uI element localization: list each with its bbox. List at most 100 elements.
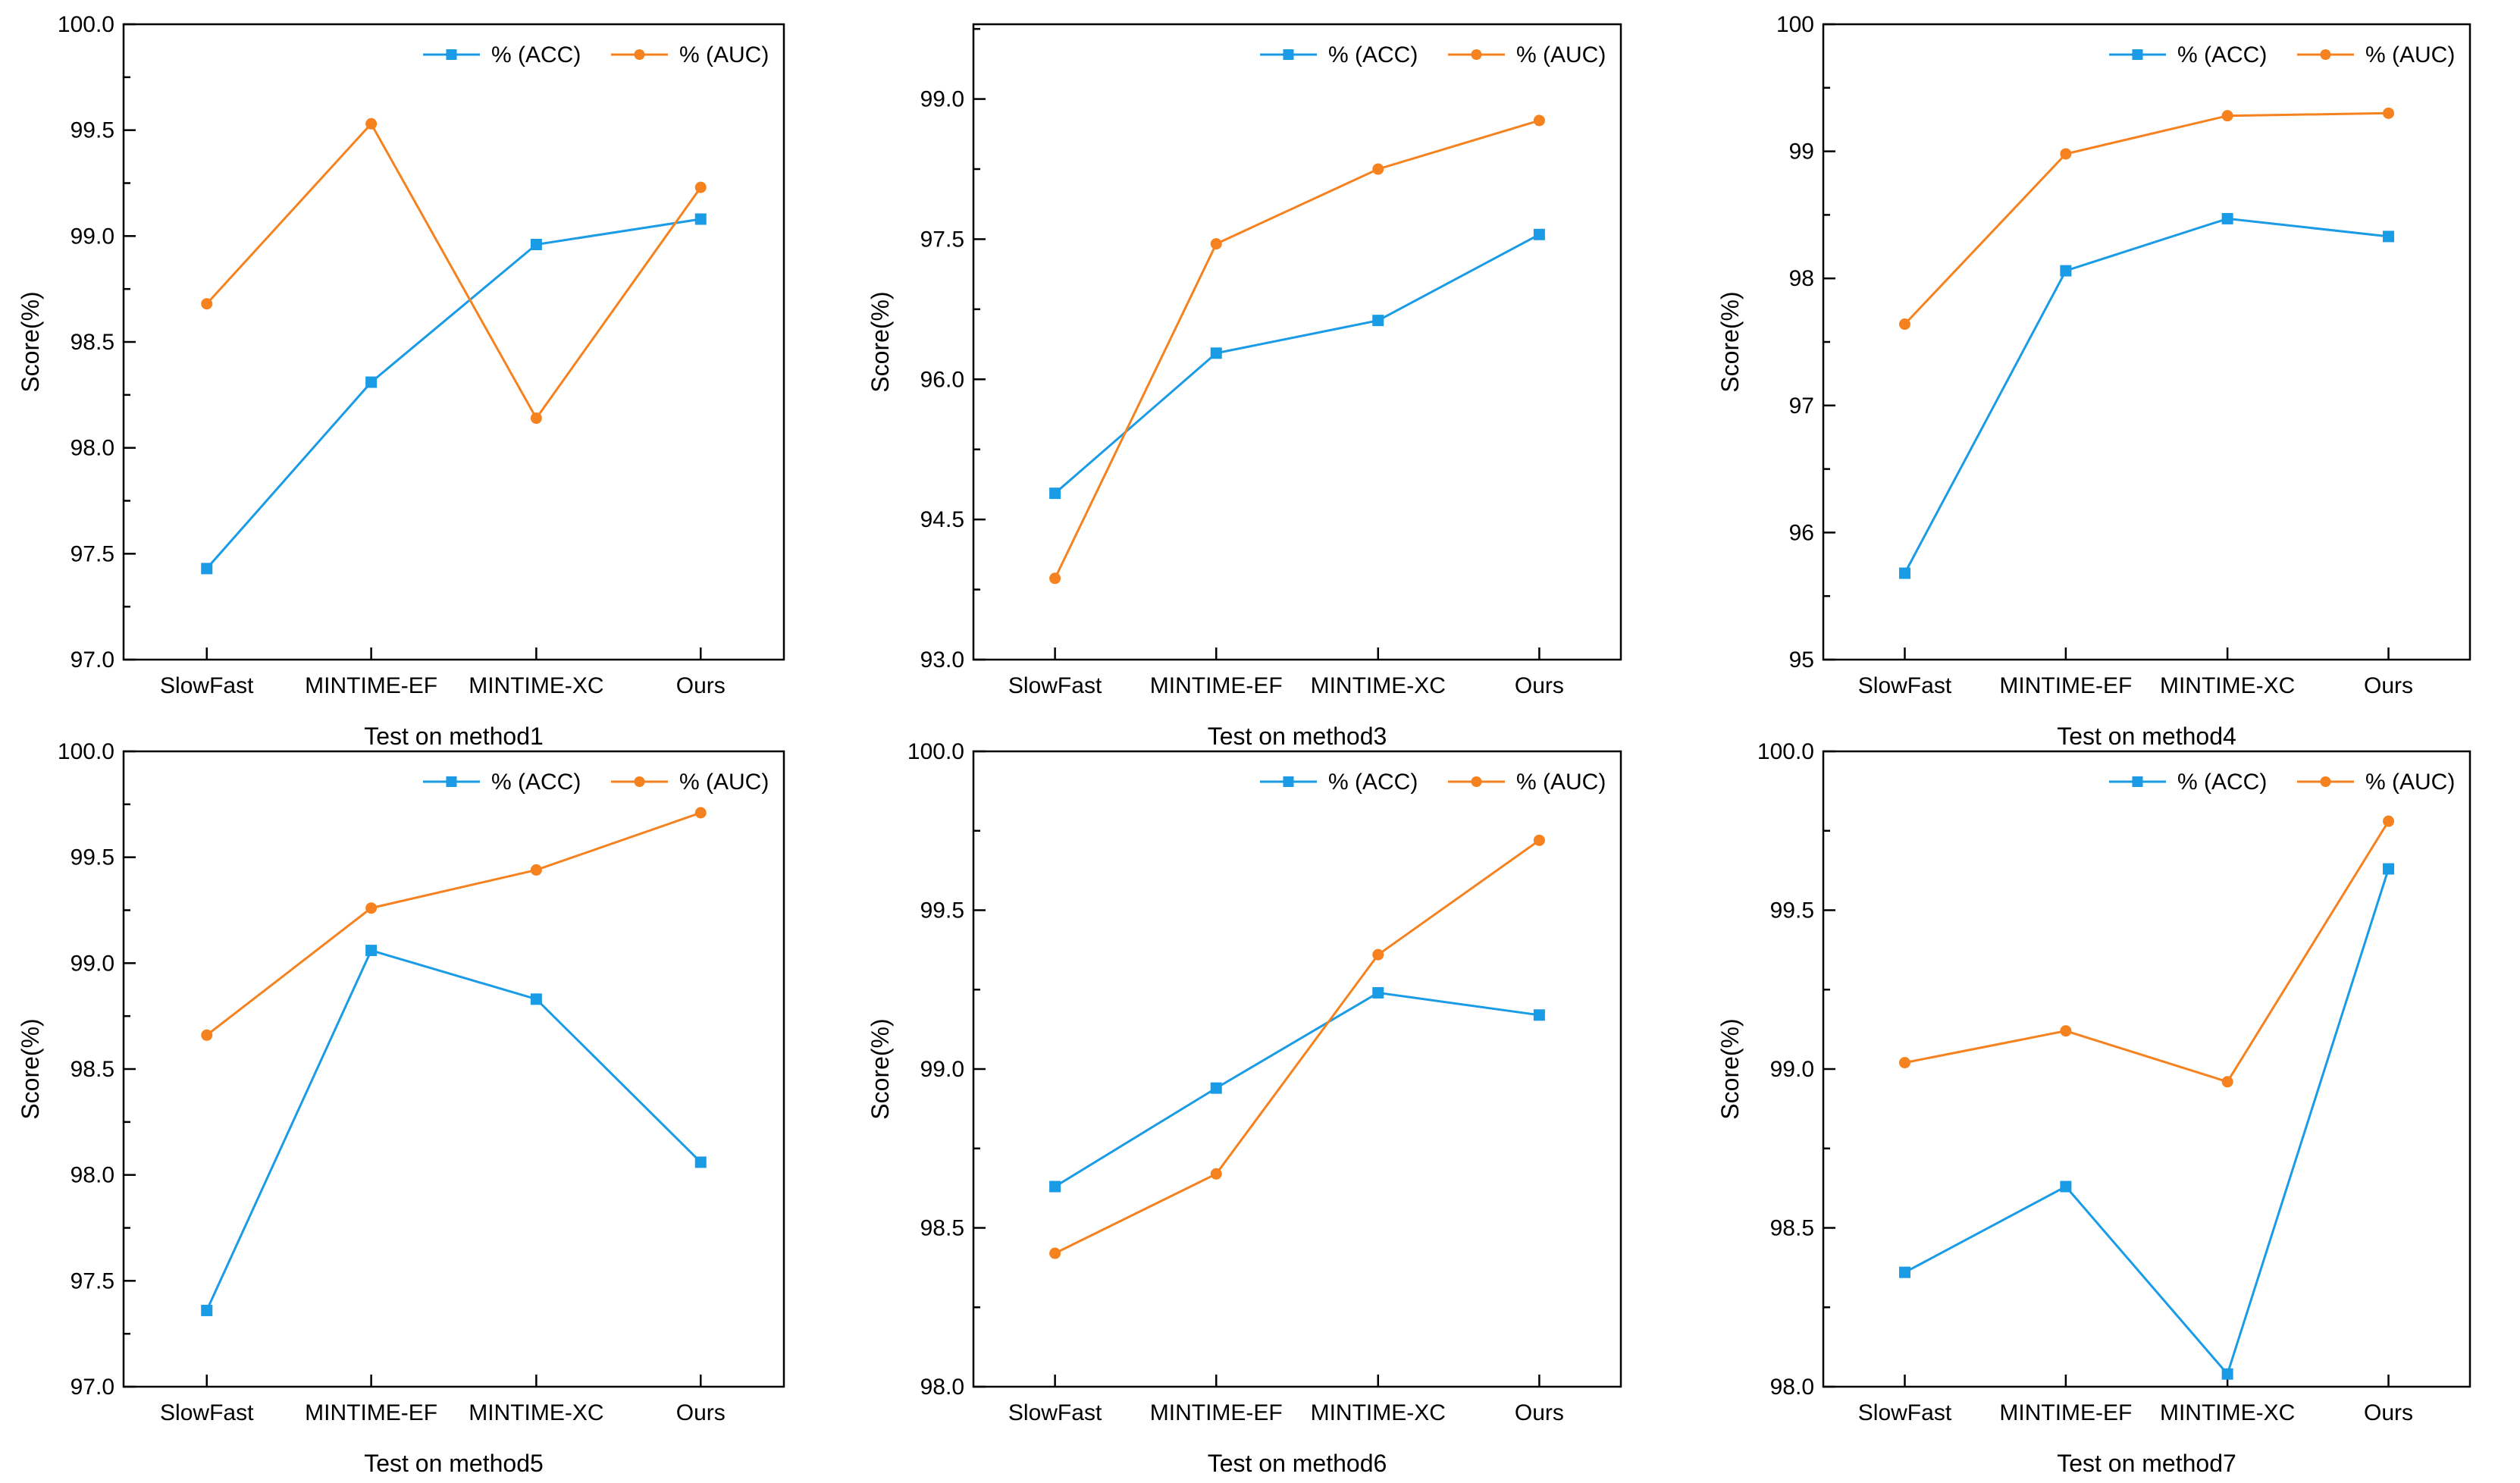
x-tick-label: MINTIME-EF [1150,673,1283,698]
x-tick-label: MINTIME-XC [1311,673,1446,698]
legend: % (ACC) % (AUC) [423,42,769,67]
data-point-auc-mintime-xc [530,864,542,876]
data-point-acc-slowfast [201,1304,213,1316]
data-point-auc-mintime-ef [1210,238,1222,250]
data-point-auc-mintime-ef [365,118,378,130]
y-tick-label: 100.0 [58,739,114,764]
chart-panel-5: 98.0 98.5 99.0 99.5 100.0 SlowFast MINTIME-EF M… [867,739,1622,1477]
legend-marker-acc [2132,49,2143,60]
chart-panel-2: 93.0 94.5 96.0 97.5 99.0 SlowFast MINTIME-EF MI… [867,23,1622,750]
y-tick-label: 98.5 [71,330,114,355]
y-tick-label: 93.0 [920,647,964,673]
legend-marker-acc [2132,776,2143,787]
legend-label-auc: % (AUC) [2365,42,2455,67]
x-axis-label: Test on method7 [2057,1450,2236,1477]
x-tick-label: Ours [2364,673,2413,698]
chart-panel-1: 97.0 97.5 98.0 98.5 99.0 99.5 100.0 SlowFast MIN… [17,12,785,750]
series-line-auc [1054,119,1540,579]
data-point-auc-slowfast [1049,1247,1061,1259]
x-tick-label: SlowFast [160,1400,254,1425]
y-tick-label: 97.5 [920,227,964,252]
y-tick-label: 97.0 [71,647,114,673]
data-point-acc-slowfast [201,563,213,575]
x-tick-label: Ours [1515,673,1564,698]
y-tick-label: 100 [1776,12,1814,37]
series-line-acc [1904,868,2390,1377]
x-axis-label: Test on method5 [364,1450,544,1477]
y-tick-label: 100.0 [58,12,114,37]
y-tick-label: 96 [1789,520,1814,545]
data-point-auc-slowfast [1898,1057,1910,1069]
y-tick-label: 98.0 [920,1375,964,1400]
data-point-auc-mintime-xc [2221,110,2233,122]
y-tick-label: 95 [1789,647,1814,673]
y-tick-label: 97.5 [71,541,114,566]
data-point-acc-mintime-ef [1210,347,1222,359]
legend-label-auc: % (AUC) [679,42,769,67]
chart-panel-4: 97.0 97.5 98.0 98.5 99.0 99.5 100.0 SlowFast MIN… [17,739,785,1477]
y-tick-label: 99.0 [71,951,114,976]
data-point-acc-ours [694,213,707,225]
data-point-acc-mintime-xc [1372,986,1384,999]
legend: % (ACC) % (AUC) [2109,42,2455,67]
x-tick-label: MINTIME-XC [2160,1400,2295,1425]
legend-marker-auc [2320,49,2331,60]
data-point-auc-mintime-ef [2060,148,2072,160]
legend-label-auc: % (AUC) [1516,42,1606,67]
data-point-auc-ours [1533,114,1545,127]
y-tick-label: 98.5 [1770,1216,1814,1241]
x-tick-label: MINTIME-XC [1311,1400,1446,1425]
data-point-auc-mintime-ef [365,902,378,914]
legend-marker-auc [2320,776,2331,787]
y-tick-label: 99.5 [71,118,114,143]
series-line-auc [1054,839,1541,1255]
data-point-auc-ours [694,181,707,193]
legend-label-acc: % (ACC) [491,42,581,67]
y-axis-label: Score(%) [1716,1018,1744,1119]
x-tick-label: SlowFast [160,673,254,698]
y-axis-label: Score(%) [17,1018,44,1119]
y-tick-label: 97.5 [71,1268,114,1293]
y-tick-label: 99.5 [920,898,964,923]
legend-label-auc: % (AUC) [1516,770,1606,795]
data-point-auc-mintime-xc [2221,1076,2233,1088]
legend-label-acc: % (ACC) [1328,42,1418,67]
x-tick-label: Ours [676,1400,726,1425]
x-tick-label: SlowFast [1858,673,1952,698]
data-point-auc-ours [1533,834,1545,846]
legend-label-auc: % (AUC) [2365,770,2455,795]
y-axis-label: Score(%) [1716,291,1744,392]
y-tick-label: 99 [1789,140,1814,165]
data-point-acc-mintime-xc [1372,315,1384,327]
x-tick-label: MINTIME-EF [1999,673,2132,698]
data-point-acc-ours [1533,1009,1545,1021]
plot-frame [122,750,785,1388]
y-tick-label: 99.0 [920,1057,964,1082]
data-point-auc-mintime-xc [530,412,542,425]
data-point-auc-slowfast [201,298,213,310]
data-point-acc-mintime-ef [365,376,378,388]
y-tick-label: 98.0 [1770,1375,1814,1400]
y-tick-label: 97.0 [71,1375,114,1400]
x-axis-label: Test on method3 [1208,723,1387,750]
x-tick-label: SlowFast [1858,1400,1952,1425]
data-point-acc-ours [694,1156,707,1168]
y-axis-label: Score(%) [17,291,44,392]
x-tick-label: MINTIME-EF [305,673,437,698]
series-line-auc [205,811,701,1036]
data-point-acc-mintime-xc [530,239,542,251]
legend: % (ACC) % (AUC) [1260,42,1606,67]
data-point-acc-mintime-xc [530,993,542,1005]
y-tick-label: 100.0 [1757,739,1814,764]
legend: % (ACC) % (AUC) [1260,770,1606,795]
x-axis-label: Test on method6 [1208,1450,1387,1477]
y-tick-label: 99.5 [1770,898,1814,923]
y-tick-label: 98.5 [71,1057,114,1082]
data-point-acc-mintime-xc [2221,1368,2233,1380]
y-tick-label: 98.5 [920,1216,964,1241]
data-point-auc-mintime-xc [1372,163,1384,175]
series-line-acc [1904,217,2389,574]
data-point-acc-slowfast [1898,567,1910,579]
data-point-acc-ours [2383,863,2395,875]
